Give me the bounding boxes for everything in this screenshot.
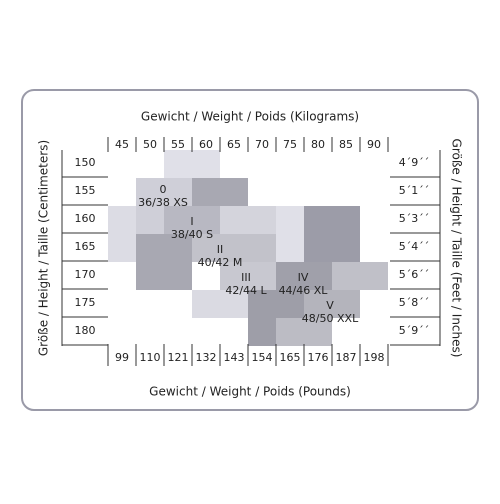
feet-label: 5´8´´: [399, 296, 430, 309]
lb-label: 154: [252, 351, 273, 364]
kg-label: 45: [115, 138, 129, 151]
size-label: 36/38 XS: [138, 196, 188, 209]
kg-label: 90: [367, 138, 381, 151]
size-regions: [108, 150, 388, 346]
lb-label: 132: [196, 351, 217, 364]
size-number: III: [241, 271, 251, 284]
feet-label: 5´3´´: [399, 212, 430, 225]
size-label: 42/44 L: [225, 284, 267, 297]
lb-label: 110: [140, 351, 161, 364]
size-number: II: [217, 243, 224, 256]
kg-label: 55: [171, 138, 185, 151]
kg-label: 60: [199, 138, 213, 151]
title-top: Gewicht / Weight / Poids (Kilograms): [141, 110, 359, 124]
title-left: Größe / Height / Taille (Centimeters): [37, 140, 51, 356]
lb-label: 99: [115, 351, 129, 364]
lb-label: 121: [168, 351, 189, 364]
lb-label: 176: [308, 351, 329, 364]
lb-label: 198: [364, 351, 385, 364]
size-label: 48/50 XXL: [302, 312, 359, 325]
cm-label: 155: [75, 184, 96, 197]
feet-label: 5´9´´: [399, 324, 430, 337]
kg-label: 80: [311, 138, 325, 151]
size-label: 38/40 S: [171, 228, 213, 241]
kg-label: 65: [227, 138, 241, 151]
size-number: IV: [298, 271, 309, 284]
feet-label: 5´6´´: [399, 268, 430, 281]
cm-label: 175: [75, 296, 96, 309]
title-right: Größe / Height / Taille (Feet / Inches): [450, 139, 464, 358]
kg-label: 85: [339, 138, 353, 151]
lb-label: 165: [280, 351, 301, 364]
lb-label: 143: [224, 351, 245, 364]
cm-label: 180: [75, 324, 96, 337]
size-label: 40/42 M: [198, 256, 243, 269]
cm-label: 170: [75, 268, 96, 281]
size-number: V: [326, 299, 334, 312]
feet-label: 5´4´´: [399, 240, 430, 253]
size-number: I: [190, 215, 193, 228]
title-bottom: Gewicht / Weight / Poids (Pounds): [149, 385, 351, 399]
feet-label: 5´1´´: [399, 184, 430, 197]
cm-label: 150: [75, 156, 96, 169]
kg-label: 75: [283, 138, 297, 151]
kg-label: 70: [255, 138, 269, 151]
size-label: 44/46 XL: [279, 284, 329, 297]
lb-label: 187: [336, 351, 357, 364]
cm-label: 165: [75, 240, 96, 253]
feet-label: 4´9´´: [399, 156, 430, 169]
frame: [21, 89, 479, 411]
cm-label: 160: [75, 212, 96, 225]
kg-label: 50: [143, 138, 157, 151]
size-number: 0: [160, 183, 167, 196]
